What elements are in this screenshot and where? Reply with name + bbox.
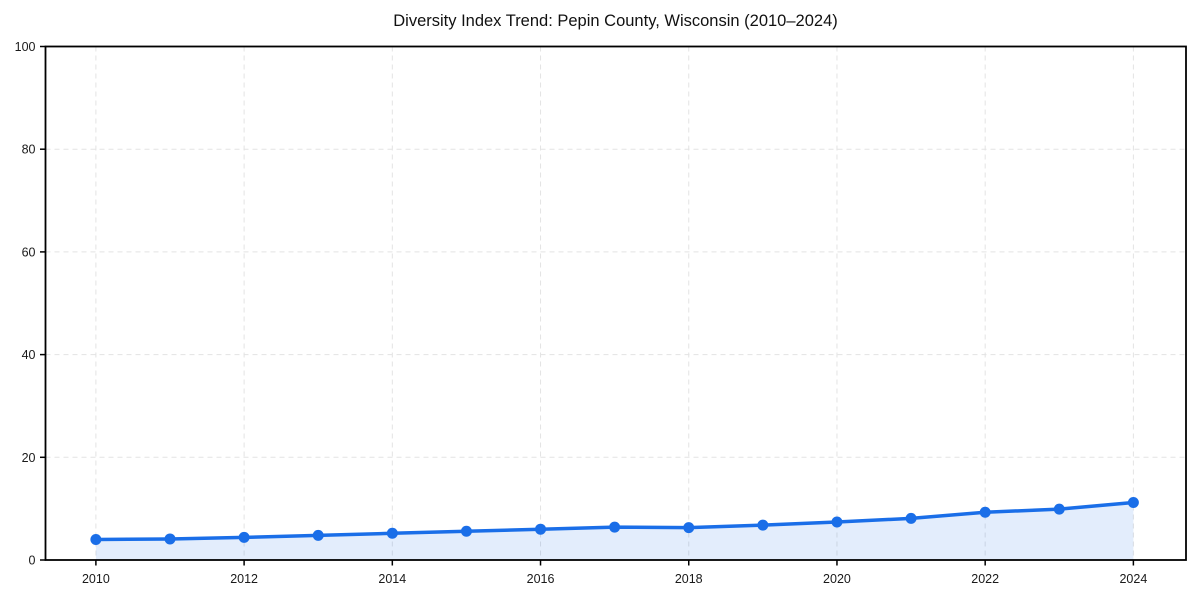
data-point-2011 [164,533,176,545]
data-point-2014 [386,527,398,539]
chart-title: Diversity Index Trend: Pepin County, Wis… [393,12,838,30]
data-point-2021 [905,512,917,524]
x-tick-label-2012: 2012 [230,572,258,586]
x-tick-label-2020: 2020 [823,572,851,586]
y-tick-label-80: 80 [22,143,36,157]
y-tick-label-0: 0 [29,554,36,568]
data-point-2018 [683,522,695,534]
data-point-2023 [1053,503,1065,515]
data-point-2010 [90,533,102,545]
data-point-2016 [535,523,547,535]
x-tick-label-2018: 2018 [675,572,703,586]
data-point-2024 [1127,496,1139,508]
y-tick-label-100: 100 [15,40,36,54]
x-tick-label-2016: 2016 [527,572,555,586]
y-tick-label-40: 40 [22,348,36,362]
y-tick-label-60: 60 [22,245,36,259]
data-point-2020 [831,516,843,528]
data-point-2012 [238,531,250,543]
data-point-2015 [460,525,472,537]
data-point-2017 [609,521,621,533]
x-tick-label-2010: 2010 [82,572,110,586]
x-tick-label-2014: 2014 [378,572,406,586]
data-point-2022 [979,506,991,518]
x-tick-label-2022: 2022 [971,572,999,586]
x-tick-label-2024: 2024 [1119,572,1147,586]
y-tick-label-20: 20 [22,451,36,465]
data-point-2013 [312,529,324,541]
plot-border [44,45,1187,561]
data-point-2019 [757,519,769,531]
